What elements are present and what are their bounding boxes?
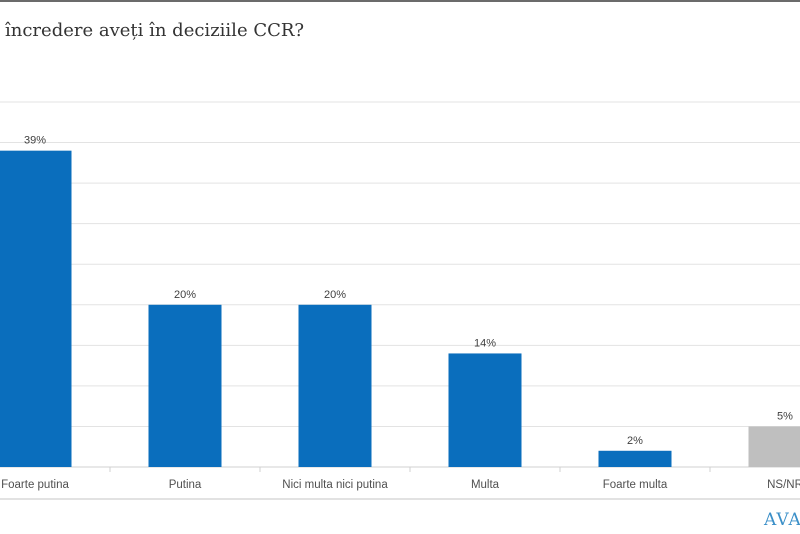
category-label: Foarte multa — [603, 479, 668, 491]
bottom-border — [0, 498, 800, 500]
data-label: 39% — [24, 135, 46, 147]
bar — [0, 150, 72, 467]
category-label: Foarte putina — [1, 479, 69, 491]
bar — [448, 353, 522, 467]
bar — [148, 304, 222, 467]
data-label: 5% — [777, 410, 793, 422]
category-label: Multa — [471, 479, 500, 491]
top-border — [0, 0, 800, 2]
data-label: 20% — [174, 289, 196, 301]
logo: AVAN — [764, 510, 800, 530]
category-label: Putina — [169, 479, 202, 491]
category-label: Nici multa nici putina — [282, 479, 388, 491]
category-label: NS/NR — [767, 479, 800, 491]
bar — [748, 426, 800, 467]
bar — [598, 450, 672, 467]
chart-title: încredere aveți în deciziile CCR? — [5, 20, 305, 41]
data-label: 14% — [474, 337, 496, 349]
data-label: 20% — [324, 289, 346, 301]
data-label: 2% — [627, 435, 643, 447]
bar — [298, 304, 372, 467]
